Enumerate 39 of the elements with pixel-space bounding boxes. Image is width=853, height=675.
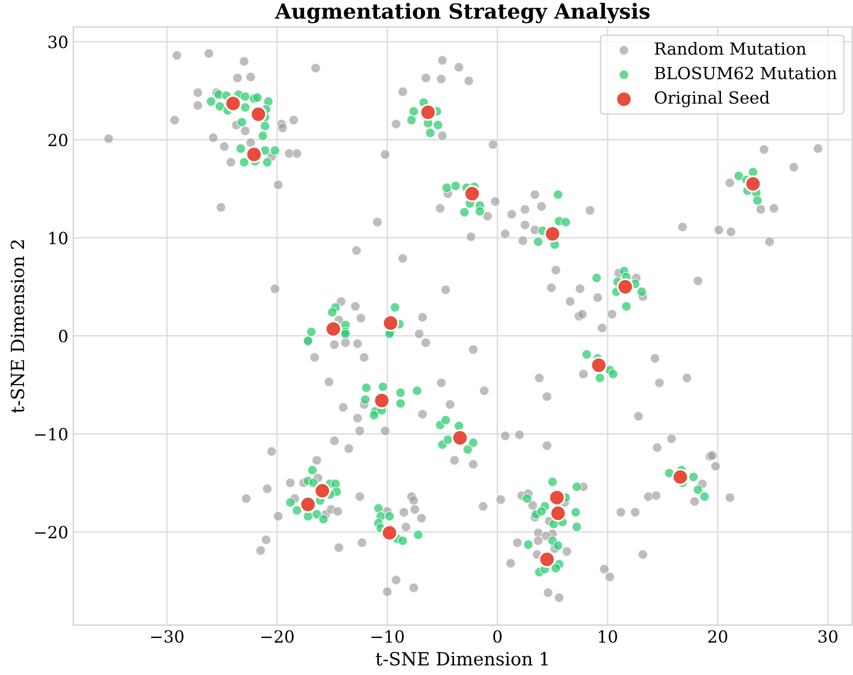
y-tick-label: 20 bbox=[48, 134, 68, 146]
y-tick-label: −10 bbox=[35, 428, 68, 440]
point bbox=[300, 496, 316, 513]
y-tick-label: 10 bbox=[49, 232, 68, 244]
point bbox=[373, 392, 390, 409]
x-tick-label: 10 bbox=[599, 630, 618, 643]
x-tick-label: −10 bbox=[371, 630, 404, 643]
y-tick-label: 30 bbox=[48, 36, 68, 48]
x-tick-label: 20 bbox=[708, 630, 728, 643]
point bbox=[324, 320, 342, 338]
point bbox=[452, 429, 468, 446]
y-tick-label: −20 bbox=[35, 526, 68, 538]
point bbox=[616, 278, 634, 296]
y-axis-title: t-SNE Dimension 2 bbox=[10, 240, 24, 413]
point bbox=[246, 146, 262, 163]
x-tick-label: −20 bbox=[261, 630, 294, 643]
point bbox=[420, 104, 436, 121]
point bbox=[548, 489, 566, 506]
x-tick-label: −30 bbox=[151, 630, 184, 643]
point bbox=[381, 524, 398, 542]
point bbox=[672, 468, 689, 486]
point bbox=[544, 225, 561, 242]
y-tick-label: 0 bbox=[58, 330, 68, 342]
x-tick-label: 0 bbox=[493, 630, 502, 643]
x-axis-title: t-SNE Dimension 1 bbox=[376, 652, 548, 666]
chart-title: Augmentation Strategy Analysis bbox=[274, 2, 650, 24]
legend-label: Random Mutation bbox=[654, 42, 806, 55]
point bbox=[250, 106, 267, 123]
legend-label: Original Seed bbox=[654, 90, 770, 108]
point bbox=[314, 482, 331, 500]
point bbox=[538, 550, 556, 568]
point bbox=[382, 314, 400, 332]
legend-label: BLOSUM62 Mutation bbox=[654, 66, 837, 80]
point bbox=[224, 95, 242, 112]
point bbox=[464, 185, 481, 202]
x-tick-label: 30 bbox=[818, 630, 838, 643]
point bbox=[590, 356, 608, 374]
point bbox=[744, 175, 762, 192]
point bbox=[550, 504, 566, 522]
